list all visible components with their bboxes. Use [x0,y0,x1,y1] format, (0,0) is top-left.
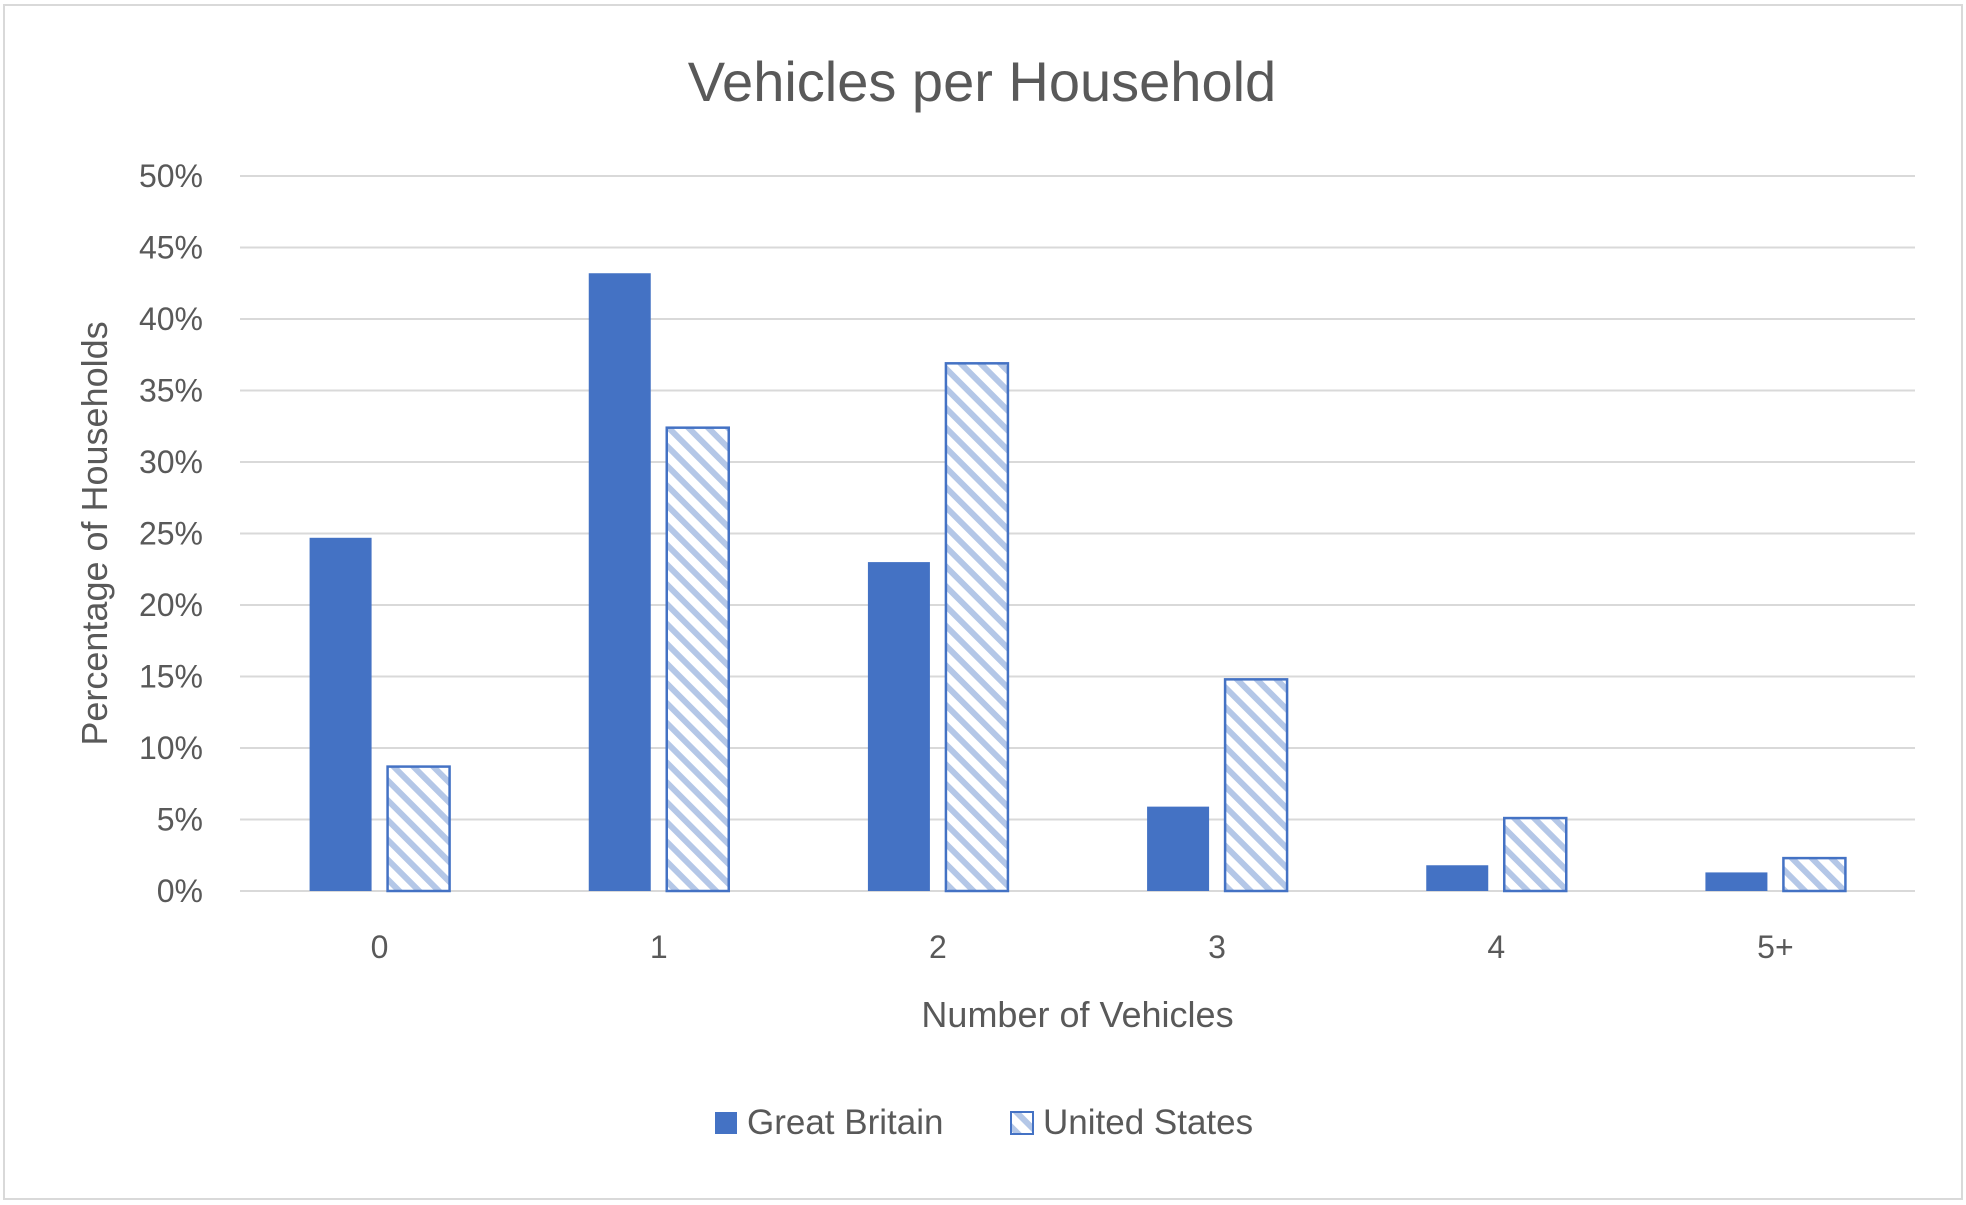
bar-great-britain-1 [588,273,651,891]
legend-swatch-united-states [1010,1111,1034,1135]
x-tick-label: 3 [1208,929,1226,965]
bar-great-britain-3 [1147,806,1210,891]
chart-area: Vehicles per Household 0% 5% 10% 15% 20% 25% 3… [3,4,1963,1200]
bar-united-states-5+ [1782,856,1847,893]
legend-label: Great Britain [747,1103,943,1142]
y-axis-ticks: 0% 5% 10% 15% 20% 25% 30% 35% 40% 45% 50% [139,158,203,909]
y-tick-label: 20% [139,587,203,623]
x-tick-label: 1 [650,929,668,965]
bars [309,273,1847,893]
gridlines [240,175,1915,892]
legend: Great Britain United States [715,1103,1253,1142]
y-tick-label: 40% [139,301,203,337]
chart-title: Vehicles per Household [688,50,1276,113]
x-tick-label: 0 [371,929,389,965]
x-axis-ticks: 0 1 2 3 4 5+ [371,929,1794,965]
bar-great-britain-0 [309,537,372,891]
y-axis-title: Percentage of Households [74,321,115,745]
x-tick-label: 5+ [1757,929,1793,965]
y-tick-label: 25% [139,516,203,552]
x-axis-title: Number of Vehicles [921,994,1233,1035]
chart-svg: Vehicles per Household 0% 5% 10% 15% 20% 25% 3… [74,50,1915,1142]
y-tick-label: 15% [139,659,203,695]
y-tick-label: 0% [157,873,203,909]
y-tick-label: 50% [139,158,203,194]
y-tick-label: 35% [139,373,203,409]
bar-united-states-4 [1503,816,1568,893]
bar-united-states-2 [944,362,1010,893]
bar-great-britain-5+ [1705,872,1768,891]
bar-united-states-3 [1223,678,1289,893]
y-tick-label: 5% [157,802,203,838]
bar-great-britain-4 [1426,865,1489,891]
legend-label: United States [1043,1103,1253,1142]
legend-swatch-great-britain [715,1112,737,1134]
x-tick-label: 4 [1487,929,1505,965]
bar-united-states-1 [665,426,730,893]
x-tick-label: 2 [929,929,947,965]
bar-great-britain-2 [867,562,930,891]
y-tick-label: 45% [139,230,203,266]
bar-united-states-0 [386,765,451,893]
y-tick-label: 30% [139,444,203,480]
y-tick-label: 10% [139,730,203,766]
